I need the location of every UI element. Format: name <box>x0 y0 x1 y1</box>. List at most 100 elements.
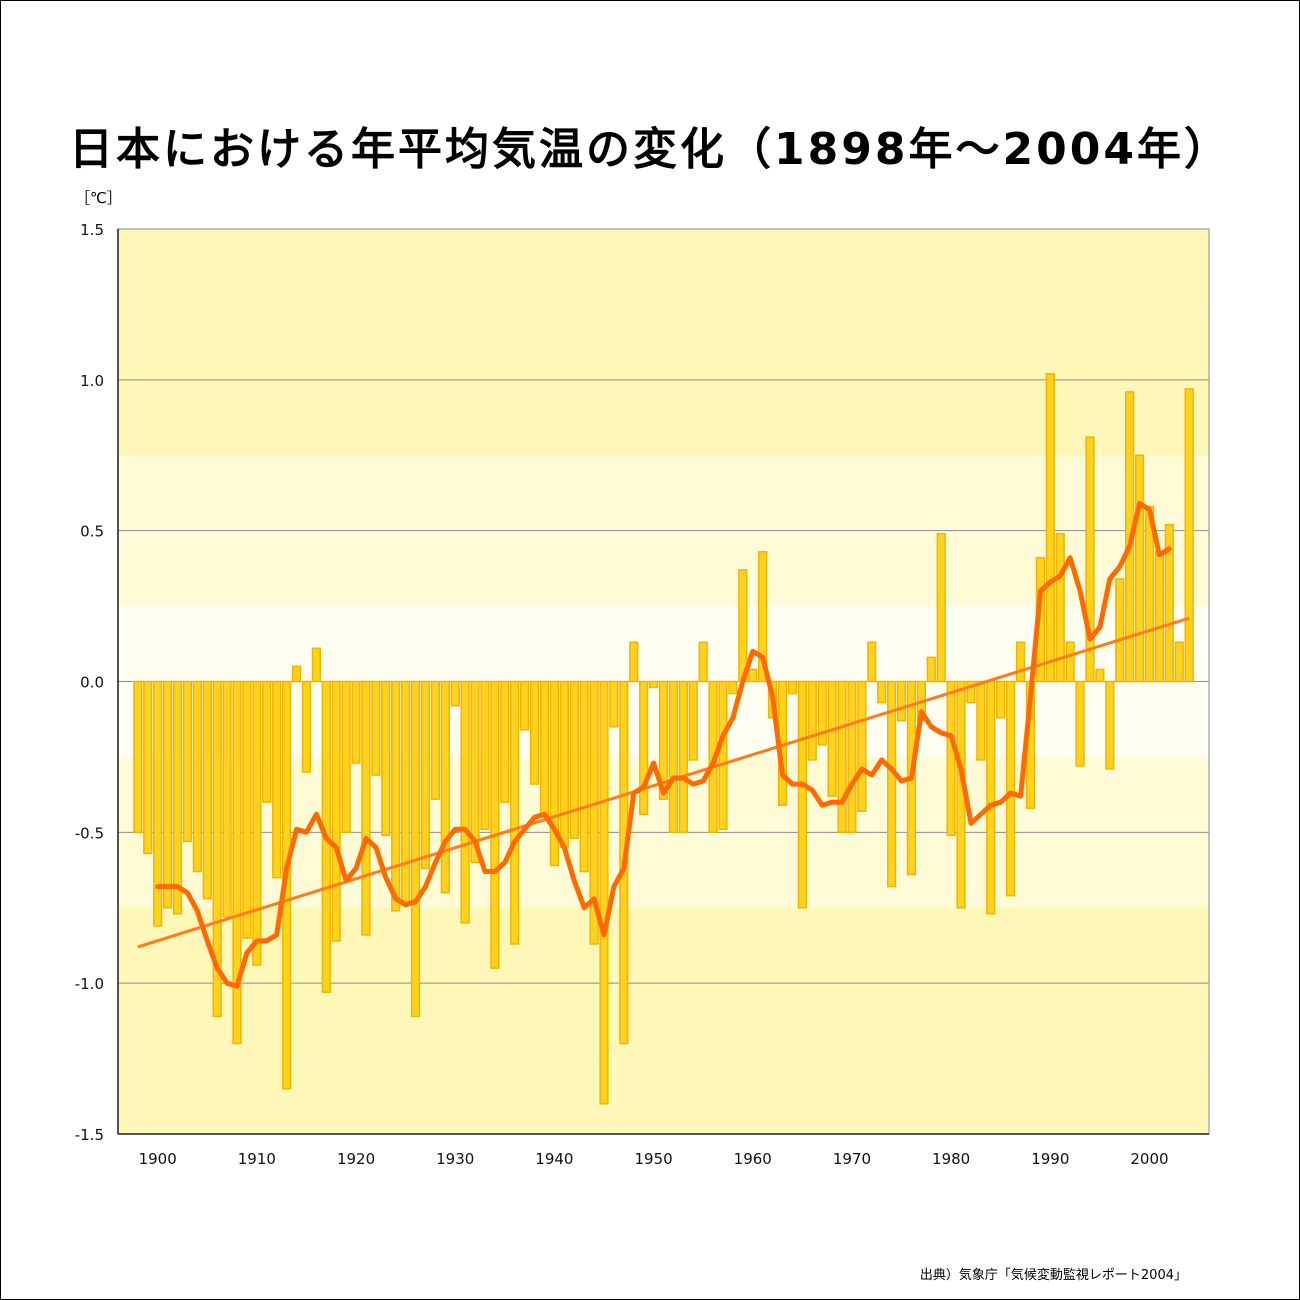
temperature-bar <box>1015 641 1026 683</box>
temperature-bar <box>728 680 738 695</box>
temperature-bar <box>391 680 401 912</box>
temperature-bar <box>371 680 381 776</box>
temperature-bar <box>480 680 490 831</box>
x-tick-label: 1980 <box>932 1150 970 1168</box>
temperature-bar <box>569 680 579 840</box>
temperature-bar <box>857 680 867 812</box>
temperature-bar <box>381 680 391 837</box>
chart-title: 日本における年平均気温の変化（1898年〜2004年） <box>69 124 1231 175</box>
temperature-bar <box>797 680 807 909</box>
x-tick-label: 1900 <box>139 1150 177 1168</box>
temperature-bar <box>877 680 887 704</box>
y-tick-label: 1.5 <box>80 221 104 239</box>
temperature-bar <box>688 680 698 761</box>
temperature-bar <box>847 680 857 834</box>
temperature-bar <box>202 680 212 900</box>
temperature-bar <box>1184 388 1194 683</box>
temperature-bar <box>1065 641 1075 683</box>
temperature-bar <box>668 680 679 834</box>
temperature-bar <box>351 680 361 764</box>
temperature-bar <box>420 680 431 870</box>
temperature-bar <box>648 680 659 689</box>
temperature-bar <box>887 680 897 888</box>
y-tick-labels: 1.5 1.0 0.5 0.0 -0.5 -1.0 -1.5 <box>75 221 104 1144</box>
y-tick-label: 0.0 <box>80 674 104 692</box>
temperature-bar <box>410 680 421 1018</box>
temperature-bar <box>1115 578 1125 683</box>
temperature-bar <box>311 647 321 683</box>
temperature-bar <box>331 680 341 942</box>
temperature-bar <box>1154 551 1165 683</box>
background-band <box>118 455 1209 531</box>
temperature-bar <box>301 680 312 773</box>
temperature-bar <box>817 680 827 746</box>
temperature-bar <box>936 532 946 683</box>
temperature-bar <box>212 680 222 1018</box>
temperature-bar <box>162 680 173 909</box>
temperature-bar <box>460 680 470 924</box>
temperature-bar <box>510 680 520 945</box>
temperature-bar <box>1006 680 1016 897</box>
y-tick-label: 1.0 <box>80 372 104 390</box>
x-tick-label: 1910 <box>238 1150 276 1168</box>
temperature-bar <box>867 641 877 683</box>
temperature-bar <box>758 551 768 683</box>
temperature-bar <box>153 680 163 927</box>
background-band <box>118 606 1209 682</box>
temperature-bar <box>559 680 569 849</box>
temperature-bar <box>639 680 649 815</box>
temperature-bar <box>837 680 847 834</box>
temperature-bar <box>401 680 411 906</box>
temperature-bar <box>450 680 460 707</box>
temperature-bar <box>500 680 510 803</box>
temperature-bar <box>1164 523 1174 683</box>
x-tick-label: 1970 <box>833 1150 871 1168</box>
temperature-bar <box>996 680 1006 719</box>
temperature-bar <box>520 680 530 731</box>
y-tick-label: 0.5 <box>80 523 104 541</box>
temperature-bar <box>976 680 986 761</box>
line-layer <box>137 501 1190 989</box>
temperature-bar <box>341 680 351 834</box>
temperature-bar <box>242 680 252 939</box>
temperature-bar <box>946 680 956 837</box>
temperature-bar <box>143 680 153 855</box>
temperature-bar <box>986 680 996 915</box>
temperature-bar <box>232 680 242 1045</box>
temperature-bar <box>1045 373 1055 683</box>
temperature-bar <box>529 680 540 785</box>
temperature-bar <box>192 680 202 873</box>
background-bands <box>118 229 1209 1134</box>
temperature-bar <box>272 680 282 879</box>
background-band <box>118 379 1209 456</box>
moving-average-line <box>155 501 1172 989</box>
temperature-bar <box>896 680 907 722</box>
temperature-bar <box>827 680 837 797</box>
temperature-bar <box>262 680 272 803</box>
temperature-bar <box>1085 436 1095 683</box>
temperature-bar <box>609 680 619 728</box>
temperature-bar <box>549 680 560 867</box>
temperature-bar <box>1095 668 1105 683</box>
x-tick-label: 1940 <box>535 1150 573 1168</box>
temperature-bar <box>629 641 639 683</box>
temperature-bar <box>1174 641 1184 683</box>
temperature-bar <box>787 680 798 695</box>
temperature-bar <box>440 680 450 894</box>
temperature-bar <box>1105 680 1115 770</box>
temperature-bar <box>738 569 748 683</box>
trend-line <box>137 616 1190 949</box>
background-band <box>118 983 1209 1059</box>
y-unit-label: ［℃］ <box>75 189 122 207</box>
temperature-bar <box>589 680 599 945</box>
temperature-bar <box>252 680 262 966</box>
temperature-bar <box>807 680 817 761</box>
temperature-bar <box>678 680 688 834</box>
temperature-bar <box>748 668 758 683</box>
background-band <box>118 530 1209 607</box>
x-tick-labels: 1900 1910 1920 1930 1940 1950 1960 1970 1980 1990… <box>139 1150 1169 1168</box>
temperature-bar <box>1055 532 1065 683</box>
temperature-bar <box>490 680 500 969</box>
temperature-bar <box>222 680 232 918</box>
